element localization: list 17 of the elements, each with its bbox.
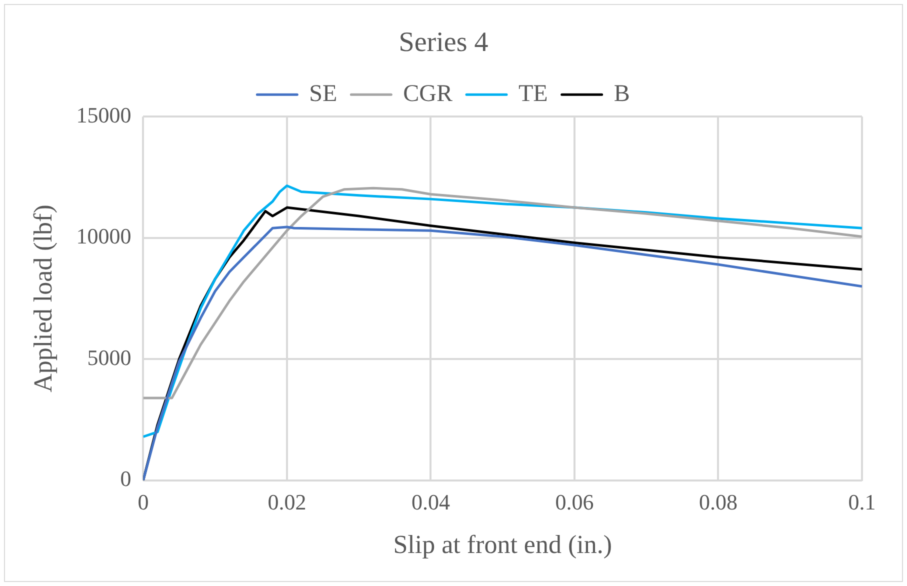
x-tick-label: 0.02 bbox=[268, 489, 306, 514]
y-tick-label: 15000 bbox=[76, 102, 132, 128]
legend-label: CGR bbox=[403, 80, 453, 107]
x-tick-label: 0.06 bbox=[555, 489, 594, 514]
x-tick-label: 0.1 bbox=[848, 489, 876, 514]
y-axis-title: Applied load (lbf) bbox=[28, 204, 58, 392]
x-tick-label: 0.08 bbox=[698, 489, 738, 514]
y-tick-label: 0 bbox=[120, 466, 132, 492]
y-tick-label: 10000 bbox=[76, 224, 132, 249]
x-axis-title: Slip at front end (in.) bbox=[393, 530, 612, 560]
legend-label: B bbox=[614, 80, 630, 107]
x-tick-label: 0 bbox=[138, 489, 149, 514]
legend-label: TE bbox=[518, 80, 548, 107]
chart-title: Series 4 bbox=[398, 27, 488, 58]
y-tick-label: 5000 bbox=[87, 344, 132, 370]
legend-label: SE bbox=[309, 80, 338, 107]
x-tick-label: 0.04 bbox=[411, 489, 450, 514]
